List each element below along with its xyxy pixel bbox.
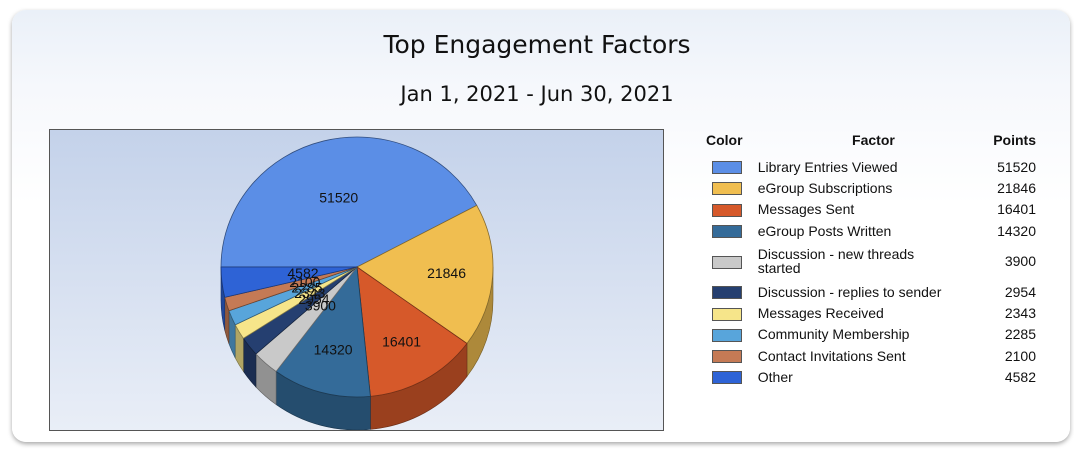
legend-header-factor: Factor <box>852 132 895 148</box>
legend-factor: Messages Sent <box>757 201 855 218</box>
legend-row: eGroup Subscriptions 21846 <box>706 177 1036 198</box>
slice-value-label: 2285 <box>291 279 322 295</box>
legend-swatch <box>712 161 742 175</box>
pie-slice <box>356 266 468 397</box>
legend-points: 21846 <box>997 179 1036 196</box>
legend-swatch <box>712 182 742 196</box>
slice-value-label: 16401 <box>382 333 421 349</box>
legend-row: Discussion - replies to sender 2954 <box>706 281 1036 302</box>
legend-row: Other 4582 <box>706 366 1036 387</box>
legend-header-points: Points <box>993 132 1036 148</box>
legend-row: Contact Invitations Sent 2100 <box>706 345 1036 366</box>
pie-slice <box>220 266 358 298</box>
legend-points: 2285 <box>1004 326 1036 343</box>
legend-points: 2343 <box>1004 305 1036 322</box>
legend-points: 3900 <box>1004 253 1036 270</box>
legend-factor: Contact Invitations Sent <box>757 347 906 364</box>
slice-value-label: 3900 <box>305 297 336 313</box>
legend-factor: Community Membership <box>757 326 910 343</box>
chart-title: Top Engagement Factors <box>383 30 691 59</box>
legend-factor: Messages Received <box>757 305 884 322</box>
legend-factor: Discussion - new threads started <box>757 246 915 277</box>
legend-points: 14320 <box>997 222 1036 239</box>
slice-value-label: 51520 <box>319 190 358 206</box>
plot-area: 51520 21846 16401 14320 3900 2954 2343 2285 2100… <box>49 129 664 431</box>
legend-factor: eGroup Subscriptions <box>757 179 893 196</box>
slice-value-label: 2954 <box>298 291 329 307</box>
legend-factor: eGroup Posts Written <box>757 222 892 239</box>
pie-slice <box>356 204 494 345</box>
legend-row: Discussion - new threads started 3900 <box>706 241 1036 281</box>
slice-value-label: 4582 <box>287 265 318 281</box>
legend-swatch <box>712 350 742 364</box>
legend-row: Messages Sent 16401 <box>706 199 1036 220</box>
legend-swatch <box>712 286 742 300</box>
legend-points: 2100 <box>1004 347 1036 364</box>
slice-value-label: 14320 <box>314 342 353 358</box>
legend-row: eGroup Posts Written 14320 <box>706 220 1036 241</box>
legend-points: 2954 <box>1004 283 1036 300</box>
chart-subtitle: Jan 1, 2021 - Jun 30, 2021 <box>400 82 674 106</box>
slice-value-label: 21846 <box>427 265 466 281</box>
slice-value-label: 2100 <box>289 274 320 290</box>
legend-swatch <box>712 255 742 269</box>
legend-factor: Library Entries Viewed <box>757 158 898 175</box>
slice-value-label: 2343 <box>294 285 325 301</box>
legend-header-color: Color <box>706 132 743 148</box>
legend-row: Messages Received 2343 <box>706 302 1036 323</box>
legend-swatch <box>712 328 742 342</box>
legend-points: 4582 <box>1004 369 1036 386</box>
legend-factor: Discussion - replies to sender <box>757 283 942 300</box>
legend-row: Library Entries Viewed 51520 <box>706 156 1036 177</box>
legend-table: Color Factor Points Library Entries View… <box>706 132 1036 388</box>
legend-points: 16401 <box>997 201 1036 218</box>
legend-row: Community Membership 2285 <box>706 324 1036 345</box>
pie-chart: 51520 21846 16401 14320 39002954234322852100… <box>220 136 494 430</box>
legend-points: 51520 <box>997 158 1036 175</box>
legend-swatch <box>712 307 742 321</box>
pie-slice <box>220 136 478 268</box>
legend-swatch <box>712 371 742 385</box>
legend-swatch <box>712 224 742 238</box>
legend-factor: Other <box>757 369 793 386</box>
legend-swatch <box>712 203 742 217</box>
pie-slice <box>275 265 371 398</box>
